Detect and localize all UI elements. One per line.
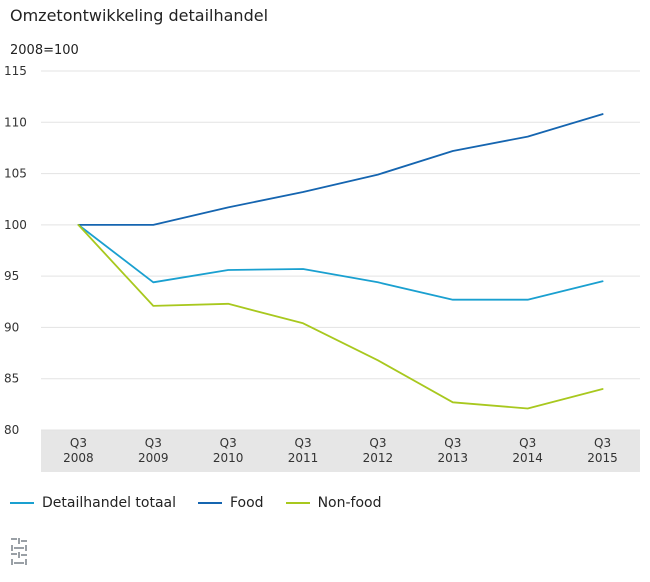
series-line-detailhandel-totaal [77,223,604,301]
chart-legend: Detailhandel totaal Food Non-food [10,495,404,511]
legend-label: Food [230,495,264,511]
x-tick-label-year: 2009 [138,451,169,465]
y-tick-label: 85 [4,372,19,386]
y-tick-label: 115 [4,64,27,78]
x-tick-label-quarter: Q3 [594,436,611,450]
x-tick-label-quarter: Q3 [444,436,461,450]
y-tick-label: 80 [4,423,19,437]
y-tick-label: 105 [4,167,27,181]
y-tick-label: 110 [4,115,27,129]
legend-swatch-food [198,502,222,504]
legend-item-non-food: Non-food [285,495,382,511]
x-axis-band [41,430,640,472]
chart-title: Omzetontwikkeling detailhandel [10,6,269,25]
x-tick-label-quarter: Q3 [220,436,237,450]
series-line-non-food [77,223,604,410]
legend-label: Detailhandel totaal [42,495,176,511]
x-tick-label-quarter: Q3 [70,436,87,450]
x-tick-label-quarter: Q3 [369,436,386,450]
legend-label: Non-food [317,495,382,511]
x-tick-label-year: 2013 [438,451,469,465]
y-tick-label: 90 [4,320,19,334]
x-tick-label-year: 2012 [363,451,394,465]
cbs-logo-icon [11,538,27,565]
legend-item-detailhandel-totaal: Detailhandel totaal [10,495,176,511]
x-tick-label-year: 2015 [587,451,618,465]
legend-item-food: Food [198,495,264,511]
x-tick-label-year: 2010 [213,451,244,465]
y-axis-unit-label: 2008=100 [10,43,79,58]
line-chart: 80859095100105110115Q32008Q32009Q32010Q3… [4,64,640,472]
y-tick-label: 95 [4,269,19,283]
legend-swatch-non-food [285,502,310,504]
series-line-food [77,113,604,226]
x-tick-label-quarter: Q3 [145,436,162,450]
x-tick-label-year: 2008 [63,451,94,465]
y-tick-label: 100 [4,218,27,232]
x-tick-label-quarter: Q3 [295,436,312,450]
x-tick-label-year: 2014 [512,451,543,465]
x-tick-label-quarter: Q3 [519,436,536,450]
x-tick-label-year: 2011 [288,451,319,465]
legend-swatch-detailhandel-totaal [10,502,34,504]
